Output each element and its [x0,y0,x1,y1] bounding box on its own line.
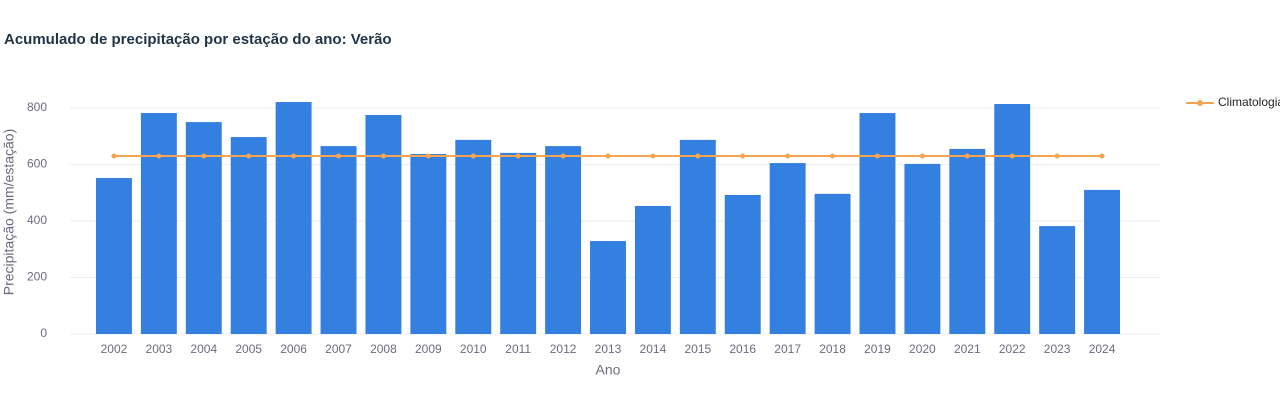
bar [275,102,312,334]
x-tick-label: 2022 [999,342,1026,356]
line-marker [111,153,117,159]
legend-label: Climatologia [1218,95,1280,109]
x-tick-label: 2024 [1089,342,1116,356]
line-marker [830,153,836,159]
line-marker [695,153,701,159]
line-marker [1054,153,1060,159]
line-marker [650,153,656,159]
x-tick-label: 2020 [909,342,936,356]
bar [859,113,896,334]
x-tick-label: 2013 [595,342,622,356]
bar [590,241,626,334]
bar [634,206,671,334]
x-tick-label: 2006 [280,342,307,356]
bar [994,103,1031,334]
bar [724,194,761,334]
line-marker [291,153,297,159]
x-tick-label: 2005 [235,342,262,356]
line-marker [740,153,746,159]
x-tick-label: 2011 [505,342,531,356]
line-marker [874,153,880,159]
x-tick-label: 2002 [101,342,128,356]
x-tick-label: 2003 [146,342,173,356]
line-marker [470,153,476,159]
bar [230,137,267,334]
bar [365,115,402,334]
x-tick-label: 2016 [729,342,756,356]
line-marker [246,153,252,159]
bar [320,146,357,334]
bar [140,113,177,334]
line-marker [201,153,207,159]
line-marker [605,153,611,159]
line-marker [560,153,566,159]
x-axis-title: Ano [596,362,621,378]
line-marker [380,153,386,159]
x-tick-label: 2021 [954,342,981,356]
line-marker [1009,153,1015,159]
x-tick-label: 2015 [684,342,711,356]
y-tick-label: 600 [27,157,47,171]
x-tick-label: 2004 [190,342,217,356]
bar [769,163,806,334]
x-tick-label: 2007 [325,342,352,356]
bar [545,146,582,334]
y-tick-label: 200 [27,270,47,284]
line-marker [964,153,970,159]
x-tick-label: 2009 [415,342,442,356]
y-tick-label: 400 [27,213,47,227]
bar [500,152,537,334]
x-tick-label: 2010 [460,342,487,356]
line-marker [336,153,342,159]
y-tick-label: 0 [40,326,47,340]
legend-marker [1197,100,1203,106]
bar [1084,189,1121,334]
x-tick-label: 2019 [864,342,891,356]
bar [679,139,716,334]
x-tick-label: 2014 [640,342,667,356]
x-tick-label: 2017 [774,342,801,356]
line-marker [1099,153,1105,159]
bar [1039,226,1076,334]
x-tick-label: 2018 [819,342,846,356]
line-marker [785,153,791,159]
line-marker [919,153,925,159]
bar [95,178,132,334]
x-tick-label: 2008 [370,342,397,356]
y-axis-title: Precipitação (mm/estação) [1,129,17,296]
x-tick-label: 2012 [550,342,577,356]
line-marker [515,153,521,159]
bar [410,154,447,334]
bar [455,139,492,334]
x-tick-label: 2023 [1044,342,1071,356]
y-tick-label: 800 [27,100,47,114]
line-marker [156,153,162,159]
bar [814,193,851,334]
chart-title: Acumulado de precipitação por estação do… [4,31,392,48]
line-marker [425,153,431,159]
bar [904,163,941,334]
bar [949,148,986,334]
